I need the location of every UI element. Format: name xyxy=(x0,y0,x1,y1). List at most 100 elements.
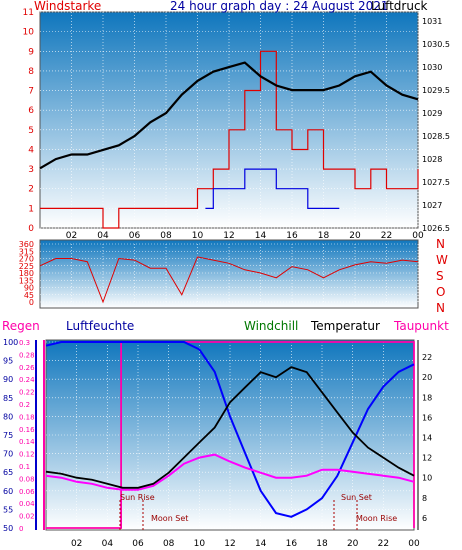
dewpoint-title: Taupunkt xyxy=(393,319,449,333)
temperature-tick-label: 14 xyxy=(422,434,432,443)
humidity-tick-label: 75 xyxy=(3,431,13,440)
wind-tick-label: 6 xyxy=(28,106,34,116)
rain-tick-label: 0.08 xyxy=(19,475,35,483)
pressure-line xyxy=(39,61,419,170)
pressure-tick-label: 1030 xyxy=(422,63,442,72)
rain-tick-label: 0.14 xyxy=(19,438,35,446)
x-tick-label: 02 xyxy=(71,539,82,549)
humidity-tick-label: 50 xyxy=(3,524,13,533)
wind-tick-label: 11 xyxy=(23,8,34,18)
temperature-tick-label: 8 xyxy=(422,494,427,503)
pressure-tick-label: 1031 xyxy=(422,17,442,26)
x-tick-label: 04 xyxy=(97,231,109,241)
wind-axis-title: Windstarke xyxy=(34,0,101,13)
x-tick-label: 12 xyxy=(223,231,234,241)
sun-set-label: Sun Set xyxy=(341,493,372,502)
rain-tick-label: 0 xyxy=(19,525,23,533)
x-tick-label: 00 xyxy=(412,231,424,241)
x-tick-label: 14 xyxy=(255,539,267,549)
x-tick-label: 18 xyxy=(318,231,330,241)
temperature-tick-label: 10 xyxy=(422,474,432,483)
humidity-tick-label: 70 xyxy=(3,450,13,459)
direction-tick-label: 0 xyxy=(29,298,34,307)
temperature-tick-label: 20 xyxy=(422,373,432,382)
rain-tick-label: 0.26 xyxy=(19,364,35,372)
direction-tick-label: 180 xyxy=(19,269,34,278)
compass-label: S xyxy=(436,269,444,283)
x-tick-label: 22 xyxy=(381,231,392,241)
rain-tick-label: 0.04 xyxy=(19,500,35,508)
sun-rise-label: Sun Rise xyxy=(120,493,155,502)
x-tick-label: 02 xyxy=(66,231,77,241)
x-tick-label: 12 xyxy=(224,539,235,549)
humidity-tick-label: 100 xyxy=(3,338,18,347)
temperature-tick-label: 18 xyxy=(422,393,432,402)
pressure-tick-label: 1029 xyxy=(422,109,442,118)
wind-tick-label: 9 xyxy=(28,47,34,57)
x-tick-label: 18 xyxy=(316,539,328,549)
wind-tick-label: 10 xyxy=(23,28,35,38)
wind-tick-label: 2 xyxy=(28,185,34,195)
rain-tick-label: 0.24 xyxy=(19,376,35,384)
x-tick-label: 08 xyxy=(160,231,172,241)
rain-tick-label: 0.3 xyxy=(19,339,30,347)
x-tick-label: 00 xyxy=(408,539,420,549)
compass-label: N xyxy=(436,301,445,315)
wind-tick-label: 5 xyxy=(28,126,34,136)
humidity-tick-label: 85 xyxy=(3,394,13,403)
rain-axis-title: Regen xyxy=(2,319,40,333)
pressure-axis-title: Luftdruck xyxy=(371,0,428,13)
direction-tick-label: 360 xyxy=(19,240,34,249)
rain-tick-label: 0.1 xyxy=(19,463,30,471)
temperature-tick-label: 16 xyxy=(422,413,432,422)
pressure-tick-label: 1027 xyxy=(422,201,442,210)
temperature-tick-label: 6 xyxy=(422,514,427,523)
compass-label: N xyxy=(436,237,445,251)
dewpoint-line xyxy=(45,453,415,491)
rain-tick-label: 0.2 xyxy=(19,401,30,409)
humidity-tick-label: 55 xyxy=(3,505,13,514)
wind-tick-label: 3 xyxy=(28,165,34,175)
wind-tick-label: 8 xyxy=(28,67,34,77)
x-tick-label: 16 xyxy=(286,539,298,549)
x-tick-label: 20 xyxy=(347,539,359,549)
wind-direction-line xyxy=(39,256,419,304)
rain-tick-label: 0.06 xyxy=(19,488,35,496)
x-tick-label: 16 xyxy=(286,231,298,241)
x-tick-label: 22 xyxy=(378,539,389,549)
direction-tick-label: 225 xyxy=(19,262,34,271)
temperature-line xyxy=(45,366,415,489)
rain-tick-label: 0.28 xyxy=(19,351,35,359)
moon-rise-label: Moon Rise xyxy=(356,514,397,523)
direction-tick-label: 45 xyxy=(24,291,34,300)
wind-tick-label: 7 xyxy=(28,87,34,97)
humidity-tick-label: 80 xyxy=(3,412,13,421)
direction-tick-label: 315 xyxy=(19,247,34,256)
rain-tick-label: 0.22 xyxy=(19,389,35,397)
rain-tick-label: 0.02 xyxy=(19,513,35,521)
x-tick-label: 06 xyxy=(132,539,144,549)
graph-title: 24 hour graph day : 24 August 2021 xyxy=(170,0,389,13)
x-tick-label: 20 xyxy=(349,231,361,241)
compass-label: W xyxy=(436,253,448,267)
compass-label: O xyxy=(436,285,445,299)
wind-speed-line xyxy=(40,50,419,229)
humidity-tick-label: 95 xyxy=(3,357,13,366)
humidity-tick-label: 65 xyxy=(3,468,13,477)
humidity-tick-label: 60 xyxy=(3,487,13,496)
rain-tick-label: 0.18 xyxy=(19,413,35,421)
x-tick-label: 06 xyxy=(129,231,141,241)
pressure-tick-label: 1030.5 xyxy=(422,40,450,49)
humidity-tick-label: 90 xyxy=(3,375,13,384)
humidity-line xyxy=(45,341,415,518)
direction-tick-label: 270 xyxy=(19,255,34,264)
direction-tick-label: 135 xyxy=(19,276,34,285)
temperature-title: Temperatur xyxy=(310,319,380,333)
rain-tick-label: 0.16 xyxy=(19,426,35,434)
windchill-title: Windchill xyxy=(244,319,298,333)
temperature-tick-label: 22 xyxy=(422,353,432,362)
wind-gust-line xyxy=(205,168,340,209)
rain-tick-label: 0.12 xyxy=(19,451,35,459)
pressure-tick-label: 1028.5 xyxy=(422,132,450,141)
